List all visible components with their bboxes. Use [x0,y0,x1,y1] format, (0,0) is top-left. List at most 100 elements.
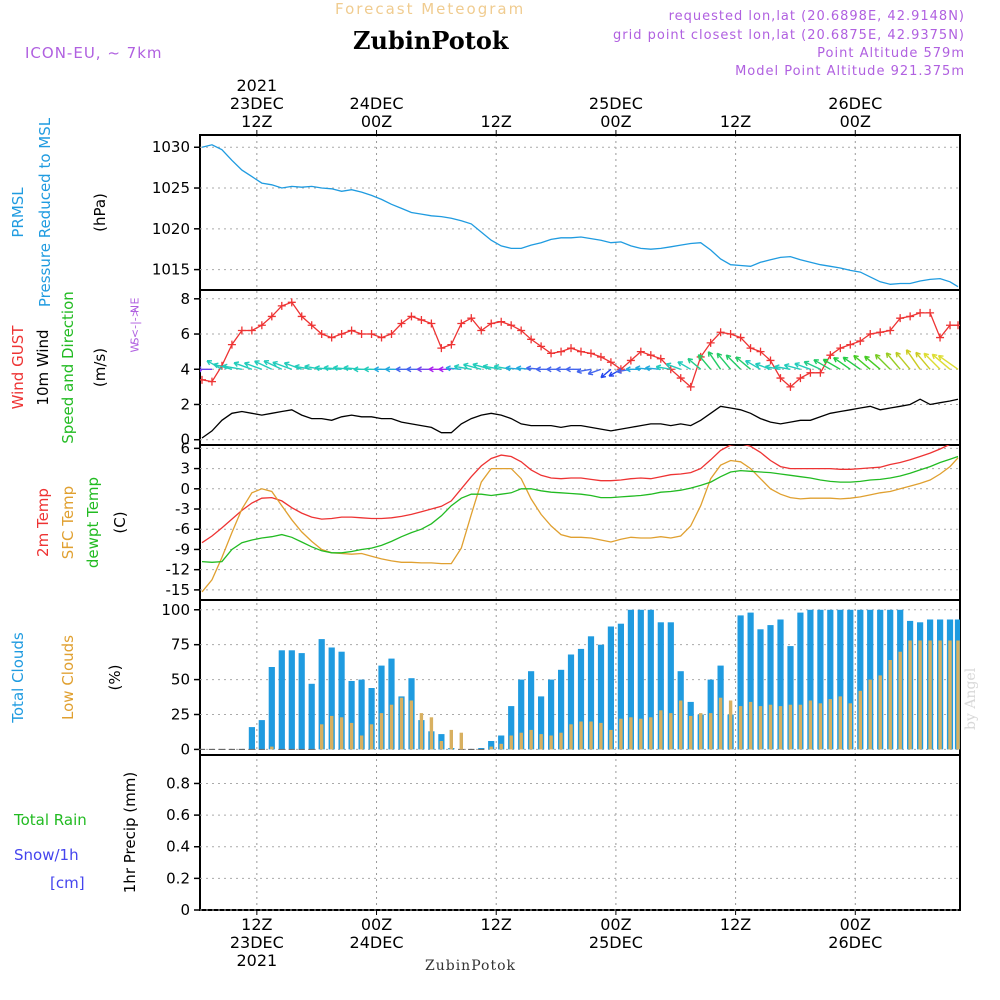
wind-arrow [697,354,712,370]
wind-gust-marker [277,301,286,310]
temperature-axis-label: SFC Temp [59,486,77,559]
wind-arrow [923,352,941,370]
temperature-y-tick-label: -9 [175,540,190,558]
wind-gust-marker [447,340,456,349]
wind-gust-marker [357,330,366,339]
low-cloud-bar [848,703,852,750]
wind-arrow [915,351,931,370]
precip-panel: 0 0.2 0.4 0.6 0.8 1hr Precip (mm) Total Rain Sn… [13,754,961,919]
low-cloud-bar [928,640,932,750]
low-cloud-bar [798,704,803,750]
low-cloud-bar [359,735,364,750]
low-cloud-bar [918,640,922,750]
time-label-top: 26DEC [828,94,882,113]
wind-arrow [822,358,841,370]
low-cloud-bar [330,715,334,750]
total-cloud-bar [318,639,325,750]
low-cloud-bar [728,700,733,750]
wind-gust-marker [786,382,795,391]
wind-gust-marker [846,340,855,349]
low-cloud-bar [878,675,882,750]
wind-gust-marker [227,340,236,349]
wind-arrow [463,362,482,370]
total-cloud-bar [857,609,864,750]
total-cloud-bar [298,653,305,750]
low-cloud-bar [519,732,523,750]
wind-gust-marker [886,326,895,335]
wind-arrow [842,356,861,370]
total-cloud-bar [488,741,495,750]
wind-gust-marker [397,319,406,328]
wind-axis-label: Speed and Direction [59,291,77,444]
wind-gust-marker [207,377,216,386]
wind-gust-marker [796,374,805,383]
low-cloud-bar [559,732,563,750]
wind-axis-label: 10m Wind [34,329,52,405]
pressure-y-tick-label: 1020 [152,220,190,238]
total-cloud-bar [817,609,824,750]
total-cloud-bar [747,612,754,750]
footer-place: ZubinPotok [425,958,517,974]
total-cloud-bar [528,671,535,750]
clouds-axis-label: Low Clouds [59,635,77,720]
precip-frame [199,754,961,911]
total-cloud-bar [388,658,395,750]
wind-arrow [323,365,342,372]
time-label-top: 00Z [600,112,631,131]
chart-subtitle: Forecast Meteogram [335,0,526,18]
total-cloud-bar [667,622,674,750]
wind-gust-marker [237,326,246,335]
clouds-axis-label: (%) [106,665,124,691]
low-cloud-bar [828,699,832,750]
wind-arrow [200,366,212,373]
precip-legend-label: [cm] [50,874,85,892]
time-label-bottom: 23DEC [230,933,284,952]
low-cloud-bar [709,713,713,750]
wind-arrow [222,363,243,370]
low-cloud-bar [459,732,463,750]
time-label-bottom: 12Z [720,915,751,934]
wind-arrow [655,364,671,371]
low-cloud-bar [379,713,384,750]
wind-gust-marker [586,349,595,358]
wind-arrow [472,362,492,370]
model-label: ICON-EU, ~ 7km [25,44,163,62]
wind-gust-marker [954,321,960,330]
time-label-top: 24DEC [350,94,404,113]
wind-compass-label: W <-|-> E [129,298,142,353]
clouds-y-tick-label: 25 [171,706,190,724]
low-cloud-bar [349,722,354,750]
wind-gust-marker [896,314,905,323]
total-cloud-bar [607,626,614,750]
clouds-panel: 0 25 50 75 100 Total Clouds Low Clouds (%) [9,599,961,758]
wind-arrow [445,365,462,372]
total-cloud-bar [348,681,355,750]
temperature-y-tick-label: -6 [175,520,190,538]
wind-arrow [885,352,901,370]
wind-gust-marker [417,315,426,324]
precip-axis-label: 1hr Precip (mm) [121,772,139,893]
wind-gust-marker [836,344,845,353]
pressure-y-tick-label: 1030 [152,138,190,156]
wind-arrow [233,361,253,370]
total-cloud-bar [558,669,565,750]
temperature-axis-label: dewpt Temp [84,477,102,568]
wind-arrow [716,352,732,370]
low-cloud-bar [778,706,783,750]
wind-gust-marker [377,333,386,342]
wind-gust-marker [477,326,486,335]
wind-series-line [201,398,959,439]
wind-arrow [200,368,203,373]
precip-y-tick-label: 0.4 [166,838,190,856]
wind-gust-marker [736,333,745,342]
low-cloud-bar [788,704,793,750]
temperature-panel: -15 -12 -9 -6 -3 0 3 6 2m Temp SFC Temp dewpt Temp… [34,439,961,601]
total-cloud-bar [637,609,644,750]
temperature-y-tick-label: 6 [180,439,190,457]
wind-arrow [774,364,791,371]
precip-y-tick-label: 0 [180,901,190,919]
low-cloud-bar [270,746,274,750]
wind-gust-marker [756,347,765,356]
low-cloud-bar [369,724,374,750]
precip-y-tick-label: 0.8 [166,774,190,792]
